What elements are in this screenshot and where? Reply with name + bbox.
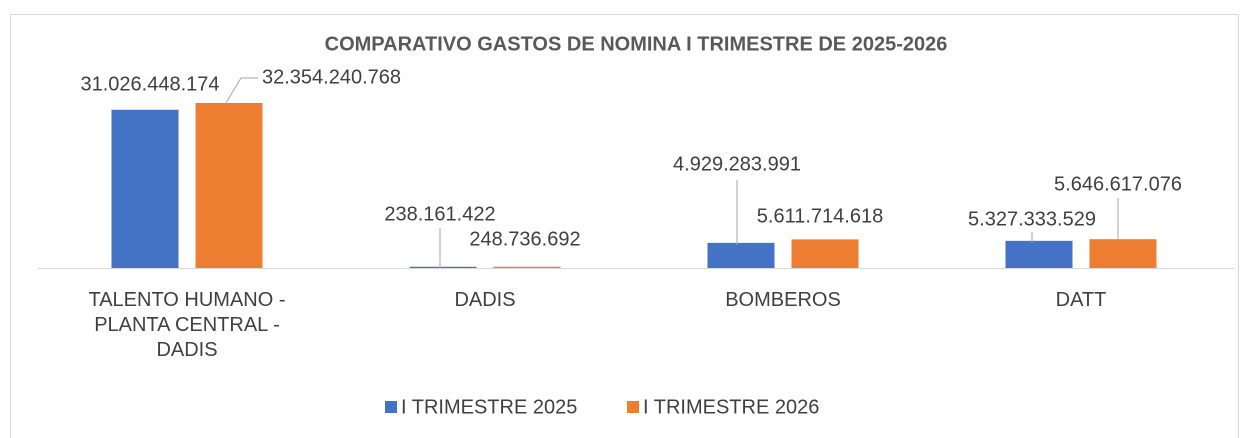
bar	[111, 109, 179, 268]
bar	[493, 266, 561, 268]
data-label: 238.161.422	[384, 203, 495, 225]
bar	[195, 103, 263, 268]
bar	[1005, 240, 1073, 268]
chart-title: COMPARATIVO GASTOS DE NOMINA I TRIMESTRE…	[325, 33, 948, 55]
data-label: 32.354.240.768	[262, 66, 401, 88]
legend-label: I TRIMESTRE 2026	[643, 396, 819, 418]
leader-line	[225, 77, 258, 104]
bar	[1089, 239, 1157, 268]
legend-label: I TRIMESTRE 2025	[401, 396, 577, 418]
x-tick-label: BOMBEROS	[725, 289, 841, 311]
data-label: 248.736.692	[469, 228, 580, 250]
legend-swatch	[627, 401, 639, 413]
data-label: 5.646.617.076	[1054, 173, 1182, 195]
x-tick-label: TALENTO HUMANO - PLANTA CENTRAL - DADIS	[88, 289, 286, 361]
x-tick-label: DATT	[1055, 289, 1107, 311]
data-label: 4.929.283.991	[673, 153, 801, 175]
data-label: 5.611.714.618	[757, 205, 883, 227]
data-label: 31.026.448.174	[80, 73, 219, 95]
legend-swatch	[385, 401, 397, 413]
x-tick-label: DADIS	[454, 289, 516, 311]
bar	[791, 239, 859, 268]
bar	[707, 242, 775, 268]
bar	[409, 266, 477, 268]
data-label: 5.327.333.529	[968, 208, 1096, 230]
